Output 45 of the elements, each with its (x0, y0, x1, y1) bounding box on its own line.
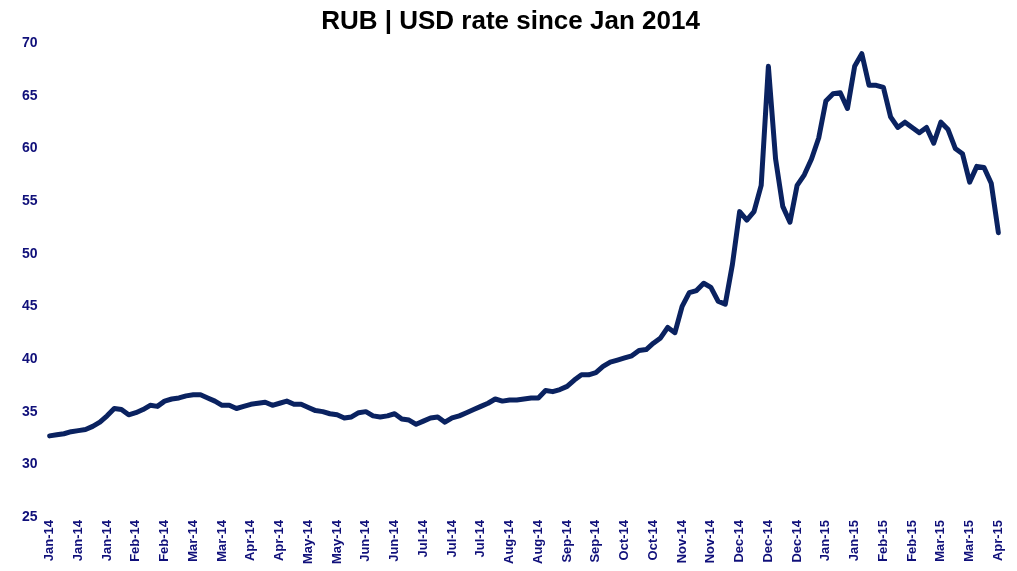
x-tick-label: Jan-15 (817, 519, 833, 562)
x-tick-label: Feb-15 (874, 519, 890, 562)
x-tick-label: Jul-14 (443, 519, 459, 558)
x-tick-label: Feb-14 (156, 519, 172, 562)
x-tick-label: Jun-14 (357, 519, 373, 562)
x-tick-label: Nov-14 (673, 519, 689, 564)
x-tick-label: Aug-14 (501, 519, 517, 564)
x-tick-label: Jun-14 (386, 519, 402, 562)
x-tick-label: Dec-14 (759, 519, 775, 563)
y-tick-label: 50 (21, 244, 38, 261)
y-tick-label: 25 (21, 507, 38, 524)
x-tick-label: Oct-14 (644, 519, 660, 561)
x-tick-label: Jul-14 (472, 519, 488, 558)
y-tick-label: 60 (21, 139, 38, 156)
x-tick-label: May-14 (328, 519, 344, 564)
x-tick-label: Nov-14 (702, 519, 718, 564)
x-tick-label: Jan-14 (41, 519, 57, 562)
x-tick-label: Jan-14 (69, 519, 85, 562)
y-tick-label: 35 (21, 402, 38, 419)
x-tick-label: Sep-14 (558, 519, 574, 563)
chart-title: RUB | USD rate since Jan 2014 (321, 4, 701, 35)
x-tick-label: Dec-14 (788, 519, 804, 563)
x-tick-label: Feb-14 (127, 519, 143, 562)
x-tick-label: Apr-14 (271, 519, 287, 562)
x-tick-label: Mar-15 (932, 519, 948, 562)
x-tick-label: Feb-15 (903, 519, 919, 562)
y-tick-label: 55 (21, 191, 38, 208)
x-tick-label: Jan-15 (846, 519, 862, 562)
y-tick-label: 70 (21, 34, 38, 51)
x-tick-label: Mar-14 (184, 519, 200, 562)
x-tick-label: Mar-14 (213, 519, 229, 562)
y-tick-label: 40 (21, 349, 38, 366)
x-tick-label: Jan-14 (98, 519, 114, 562)
x-tick-label: Sep-14 (587, 519, 603, 563)
x-tick-label: Apr-15 (989, 519, 1005, 562)
y-tick-label: 30 (21, 455, 38, 472)
x-tick-label: Apr-14 (242, 519, 258, 562)
x-tick-label: Jul-14 (414, 519, 430, 558)
y-tick-label: 45 (21, 297, 38, 314)
x-tick-label: May-14 (299, 519, 315, 564)
x-tick-label: Aug-14 (529, 519, 545, 564)
x-tick-label: Dec-14 (731, 519, 747, 563)
x-tick-label: Mar-15 (961, 519, 977, 562)
x-tick-label: Oct-14 (616, 519, 632, 561)
y-tick-label: 65 (21, 86, 38, 103)
